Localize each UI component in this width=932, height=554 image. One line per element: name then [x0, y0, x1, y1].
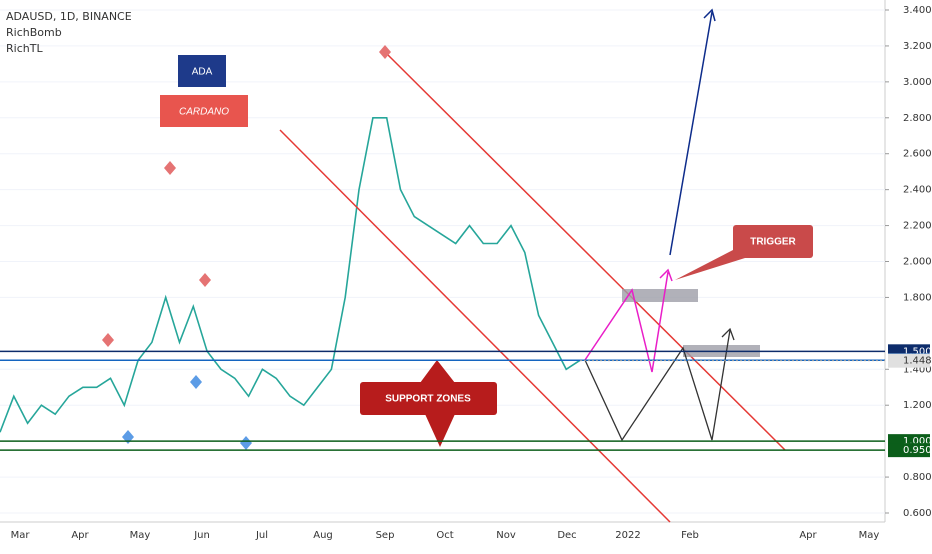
- y-tick-label: 1.800: [903, 292, 932, 303]
- price-tag: [888, 353, 930, 368]
- trigger-text: TRIGGER: [750, 237, 796, 248]
- coin-box: [178, 55, 226, 87]
- x-tick-label: Feb: [681, 530, 699, 541]
- price-label: 1.448: [903, 356, 932, 367]
- indicator: RichTL: [6, 42, 43, 55]
- x-tick-label: Apr: [71, 530, 89, 541]
- alt-path: [584, 329, 731, 442]
- name-text: CARDANO: [179, 107, 229, 118]
- x-tick-label: Apr: [799, 530, 817, 541]
- level-tag: [888, 443, 930, 458]
- symbol: ADAUSD, 1D, BINANCE: [6, 10, 132, 23]
- channel-upper: [387, 54, 786, 451]
- y-tick-label: 1.200: [903, 400, 932, 411]
- trigger-pointer: [675, 250, 745, 280]
- name-box: [160, 95, 248, 127]
- support-pointers: [420, 360, 455, 447]
- target-arrow: [703, 8, 716, 22]
- target-line: [669, 11, 713, 256]
- coin-text: ADA: [192, 67, 213, 78]
- support-box: [360, 382, 497, 415]
- y-tick-label: 0.800: [903, 472, 932, 483]
- y-tick-label: 2.400: [903, 185, 932, 196]
- x-tick-label: Jul: [255, 530, 268, 541]
- price-line: [0, 117, 581, 433]
- y-tick-label: 1.400: [903, 364, 932, 375]
- y-tick-label: 2.800: [903, 113, 932, 124]
- x-tick-label: Aug: [313, 530, 333, 541]
- trigger-box: [733, 225, 813, 258]
- x-tick-label: Nov: [496, 530, 516, 541]
- y-tick-label: 3.000: [903, 77, 932, 88]
- y-tick-label: 2.200: [903, 221, 932, 232]
- x-tick-label: Oct: [436, 530, 453, 541]
- y-tick-label: 2.000: [903, 257, 932, 268]
- alt-arrow: [721, 327, 735, 341]
- level-label: 1.500: [903, 346, 932, 357]
- x-tick-label: Mar: [11, 530, 31, 541]
- y-tick-label: 0.600: [903, 508, 932, 519]
- support-text: SUPPORT ZONES: [385, 394, 471, 405]
- y-tick-label: 2.600: [903, 149, 932, 160]
- x-tick-label: May: [130, 530, 151, 541]
- x-tick-label: Jun: [193, 530, 210, 541]
- x-tick-label: May: [859, 530, 880, 541]
- x-tick-label: Dec: [557, 530, 576, 541]
- indicator: RichBomb: [6, 26, 62, 39]
- x-tick-label: Sep: [376, 530, 395, 541]
- y-tick-label: 3.200: [903, 41, 932, 52]
- bull-arrow: [659, 268, 673, 282]
- bull-path: [584, 271, 669, 373]
- level-label: 0.950: [903, 445, 932, 456]
- channel-lower: [279, 129, 671, 523]
- y-tick-label: 3.400: [903, 5, 932, 16]
- level-label: 1.000: [903, 436, 932, 447]
- x-tick-label: 2022: [615, 530, 640, 541]
- trigger-zone: [622, 289, 698, 302]
- top-markers: [102, 45, 391, 347]
